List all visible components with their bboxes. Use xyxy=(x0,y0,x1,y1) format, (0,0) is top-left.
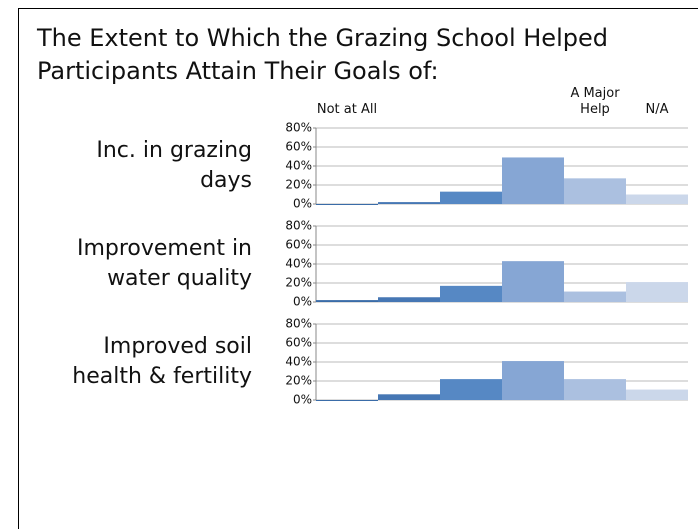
y-tick-label: 20% xyxy=(285,276,312,290)
bar xyxy=(626,389,688,400)
slide-title: The Extent to Which the Grazing School H… xyxy=(37,24,608,85)
bar xyxy=(440,191,502,204)
y-tick-label: 80% xyxy=(285,219,312,233)
y-tick-label: 80% xyxy=(285,121,312,135)
bar xyxy=(378,297,440,302)
bar xyxy=(440,379,502,400)
bar xyxy=(316,400,378,401)
row-label: Improved soil xyxy=(103,334,252,359)
y-tick-label: 0% xyxy=(293,295,312,309)
y-tick-label: 0% xyxy=(293,197,312,211)
row-label: Inc. in grazing xyxy=(96,138,252,163)
row-label: days xyxy=(200,168,252,193)
bar xyxy=(378,394,440,400)
y-tick-label: 0% xyxy=(293,393,312,407)
category-label: N/A xyxy=(645,102,669,117)
y-tick-label: 20% xyxy=(285,178,312,192)
y-tick-label: 40% xyxy=(285,159,312,173)
y-tick-label: 60% xyxy=(285,238,312,252)
row-label: Improvement in xyxy=(77,236,252,261)
category-label: Not at All xyxy=(316,102,378,117)
bar xyxy=(626,194,688,204)
category-label: A Major Help xyxy=(570,86,620,117)
row-label: water quality xyxy=(107,266,252,291)
bar xyxy=(626,282,688,302)
bar xyxy=(316,204,378,205)
bar xyxy=(502,157,564,204)
y-tick-label: 60% xyxy=(285,336,312,350)
bar xyxy=(564,178,626,204)
bar xyxy=(564,291,626,302)
bar xyxy=(564,379,626,400)
bar xyxy=(316,300,378,302)
row-label: health & fertility xyxy=(72,364,252,389)
y-tick-label: 40% xyxy=(285,355,312,369)
slide-frame xyxy=(18,8,698,529)
bar xyxy=(502,261,564,302)
y-tick-label: 40% xyxy=(285,257,312,271)
y-tick-label: 20% xyxy=(285,374,312,388)
bar xyxy=(502,361,564,400)
bar xyxy=(378,202,440,204)
bar xyxy=(440,285,502,302)
y-tick-label: 80% xyxy=(285,317,312,331)
y-tick-label: 60% xyxy=(285,140,312,154)
